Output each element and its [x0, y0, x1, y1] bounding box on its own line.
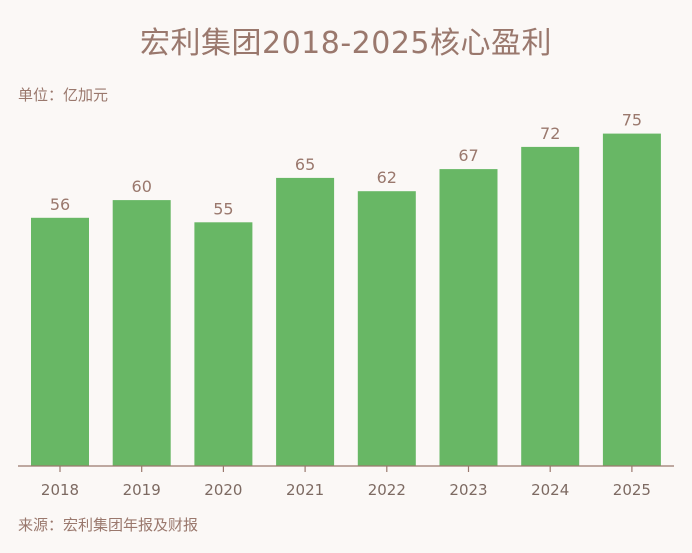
value-labels-group: 56 60 55 65 62 67 72 75: [50, 111, 642, 219]
source-note: 来源：宏利集团年报及财报: [18, 516, 199, 534]
tick-label-2020: 2020: [204, 481, 242, 499]
value-label-2021: 65: [295, 155, 315, 174]
tick-label-2022: 2022: [368, 481, 406, 499]
bar-2022: [357, 191, 416, 466]
bar-2020: [194, 222, 253, 467]
tick-label-2018: 2018: [41, 481, 79, 499]
bar-2018: [31, 217, 89, 466]
tick-label-2024: 2024: [531, 481, 569, 499]
unit-label: 单位：亿加元: [18, 86, 109, 104]
tick-label-2025: 2025: [613, 481, 651, 499]
bar-2023: [439, 169, 498, 466]
value-label-2019: 60: [132, 177, 152, 196]
bar-2019: [112, 200, 171, 466]
tick-label-2023: 2023: [449, 481, 487, 499]
value-label-2025: 75: [622, 111, 642, 130]
bars-group: [31, 133, 661, 467]
value-label-2022: 62: [377, 168, 397, 187]
x-ticks-group: 2018 2019 2020 2021 2022 2023 2024 2025: [41, 466, 651, 499]
bar-2021: [276, 177, 335, 466]
chart-title: 宏利集团2018-2025核心盈利: [139, 26, 553, 61]
bar-2025: [602, 133, 661, 466]
value-label-2023: 67: [458, 146, 478, 165]
value-label-2018: 56: [50, 195, 70, 214]
tick-label-2019: 2019: [123, 481, 161, 499]
tick-label-2021: 2021: [286, 481, 324, 499]
bar-2024: [521, 146, 580, 466]
value-label-2024: 72: [540, 124, 560, 143]
value-label-2020: 55: [213, 199, 233, 218]
